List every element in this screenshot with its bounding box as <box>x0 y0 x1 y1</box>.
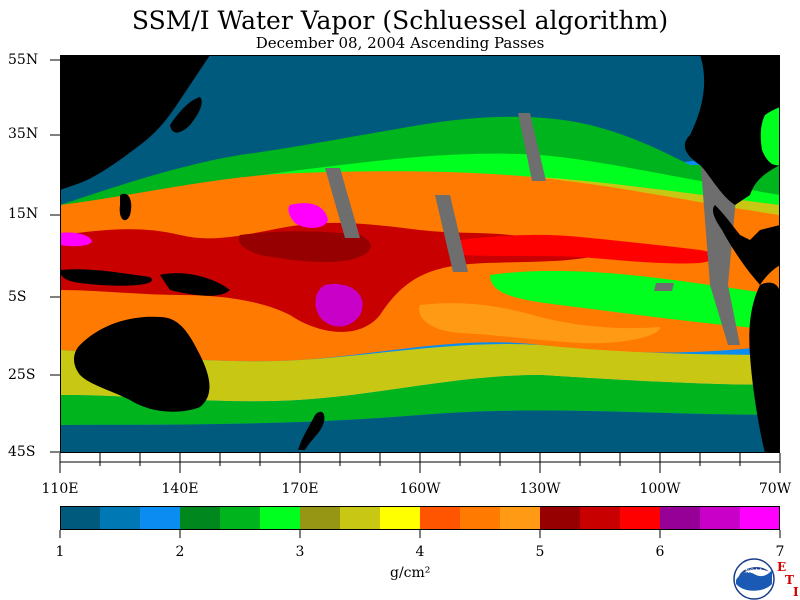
colorbar-swatch <box>620 506 661 530</box>
southern-dry-region <box>60 410 780 453</box>
colorbar-swatch <box>140 506 181 530</box>
colorbar-swatch <box>540 506 581 530</box>
map-title: SSM/I Water Vapor (Schluessel algorithm) <box>131 6 669 35</box>
moist-core-magenta-3 <box>60 232 92 247</box>
southeast-orange <box>419 303 660 344</box>
y-axis-label: 55N <box>8 52 39 68</box>
y-axis-label: 15N <box>8 206 39 222</box>
x-axis-label: 140E <box>161 481 199 497</box>
x-axis-label: 100W <box>639 481 681 497</box>
colorbar-swatch <box>700 506 741 530</box>
south-green-band <box>60 375 780 425</box>
y-axis-label: 25S <box>8 367 36 383</box>
land-new-zealand <box>298 411 325 450</box>
x-axis-label: 70W <box>758 481 792 497</box>
moist-core-magenta-1 <box>288 203 328 228</box>
colorbar-swatch <box>340 506 381 530</box>
noaa-logo-icon: NOAA <box>733 558 775 600</box>
swath-gap-1 <box>325 168 360 238</box>
moist-core-dark <box>238 231 371 263</box>
land-asia <box>60 55 210 190</box>
land-australia <box>74 316 210 412</box>
colorbar-swatch <box>380 506 421 530</box>
x-axis-label: 160W <box>399 481 441 497</box>
y-axis-label: 35N <box>8 126 39 142</box>
colorbar-label: 1 <box>55 544 65 560</box>
map-frame <box>60 55 780 453</box>
swath-gap-5 <box>654 283 674 291</box>
x-axis-label: 130W <box>519 481 561 497</box>
logo-letter-t: T <box>785 573 794 587</box>
swath-gap-4 <box>700 155 740 345</box>
gulf-moisture <box>760 107 780 166</box>
swath-gap-3 <box>518 113 546 181</box>
east-green-tongue <box>490 270 780 330</box>
logo-text: NOAA <box>745 568 763 575</box>
colorbar-swatch <box>180 506 221 530</box>
land-indonesia <box>60 269 152 286</box>
colorbar-swatch <box>420 506 461 530</box>
colorbar-swatch <box>300 506 341 530</box>
colorbar-unit: g/cm² <box>390 565 431 581</box>
colorbar-swatch <box>580 506 621 530</box>
colorbar-swatch <box>260 506 301 530</box>
swath-gap-2 <box>435 195 468 272</box>
y-axis-label: 45S <box>8 444 36 460</box>
colorbar-swatch <box>460 506 501 530</box>
logo-letter-i: I <box>793 585 799 599</box>
colorbar-label: 4 <box>415 544 425 560</box>
x-axis-label: 110E <box>41 481 79 497</box>
colorbar-swatch <box>100 506 141 530</box>
colorbar-swatch <box>500 506 541 530</box>
colorbar-label: 6 <box>655 544 665 560</box>
land-north-america <box>684 55 780 205</box>
land-japan <box>170 97 202 133</box>
water-vapor-map <box>60 55 780 453</box>
itcz-east <box>460 234 715 264</box>
logo-letter-e: E <box>777 560 787 574</box>
x-axis-label: 170E <box>281 481 319 497</box>
colorbar-swatch <box>660 506 701 530</box>
land-philippines <box>119 193 132 221</box>
colorbar-swatch <box>740 506 780 530</box>
colorbar-label: 3 <box>295 544 305 560</box>
colorbar-label: 2 <box>175 544 185 560</box>
land-south-america <box>749 282 780 453</box>
land-new-guinea <box>160 273 230 296</box>
south-yellow-band <box>60 343 780 402</box>
y-axis-label: 5S <box>8 289 27 305</box>
colorbar-label: 5 <box>535 544 545 560</box>
moist-core-magenta-2 <box>315 284 363 327</box>
colorbar-label: 7 <box>775 544 785 560</box>
land-central-america <box>712 205 780 285</box>
map-subtitle: December 08, 2004 Ascending Passes <box>255 34 545 52</box>
colorbar-frame <box>60 506 780 530</box>
color-bar <box>60 506 780 530</box>
colorbar-swatch <box>220 506 261 530</box>
colorbar-swatch <box>60 506 101 530</box>
